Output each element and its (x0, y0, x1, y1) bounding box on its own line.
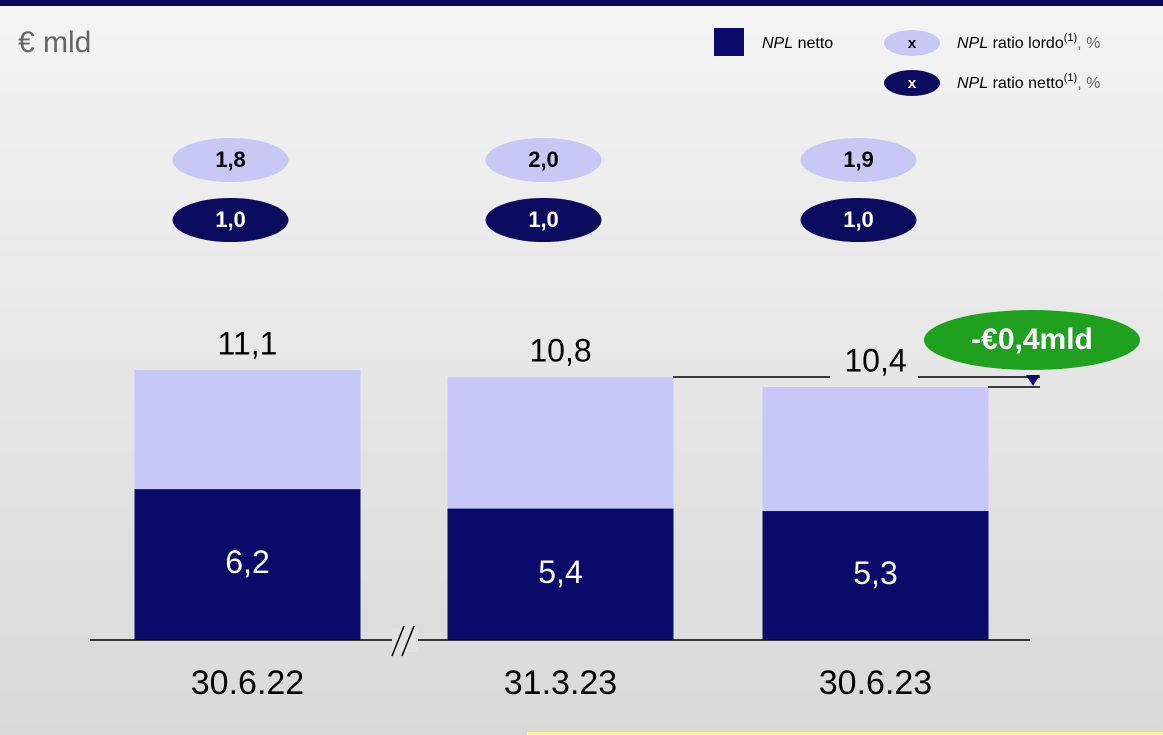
total-label: 11,1 (218, 325, 278, 361)
ratio-label: 1,0 (215, 207, 246, 232)
value-label: 5,4 (538, 554, 582, 590)
difference-arrow (1026, 375, 1040, 386)
ratio-badge (172, 138, 289, 182)
legend-label: NPL ratio netto(1), % (957, 72, 1100, 92)
x-tick-label: 31.3.23 (504, 664, 617, 702)
ratio-label: 1,0 (843, 207, 874, 232)
legend-marker-label: x (908, 75, 917, 92)
value-label: 6,2 (225, 544, 269, 580)
ratio-badge (172, 198, 289, 242)
legend-swatch (714, 28, 744, 56)
plot: 30.6.22 11,1 6,2 1,8 1,0 31.3.23 10,8 5,4 2,0 1,0… (134, 138, 989, 702)
legend-label: NPL netto (762, 35, 833, 52)
ratio-label: 1,9 (843, 147, 874, 172)
legend-marker-label: x (908, 35, 917, 52)
bar (134, 489, 361, 640)
ratio-label: 2,0 (528, 147, 559, 172)
top-band (0, 0, 1163, 6)
axis-break (391, 625, 405, 657)
annotation: -€0,4mld (971, 323, 1093, 356)
total-label: 10,8 (529, 333, 591, 369)
ratio-badge (800, 198, 917, 242)
legend-marker (884, 30, 940, 56)
axis-break (401, 625, 415, 657)
legend-marker (884, 70, 940, 96)
unit-label: € mld (18, 26, 91, 59)
total-label: 10,4 (844, 342, 906, 378)
ratio-badge (485, 138, 602, 182)
x-tick-label: 30.6.23 (819, 664, 932, 702)
ratio-label: 1,8 (215, 147, 246, 172)
x-tick-label: 30.6.22 (191, 664, 304, 702)
bar (447, 508, 674, 640)
ratio-badge (800, 138, 917, 182)
ratio-label: 1,0 (528, 207, 559, 232)
legend-label: NPL ratio lordo(1), % (957, 32, 1100, 52)
footer-band (527, 732, 1163, 735)
bar (762, 511, 989, 640)
annotation-badge (924, 310, 1140, 370)
ratio-badge (485, 198, 602, 242)
value-label: 5,3 (853, 555, 897, 591)
